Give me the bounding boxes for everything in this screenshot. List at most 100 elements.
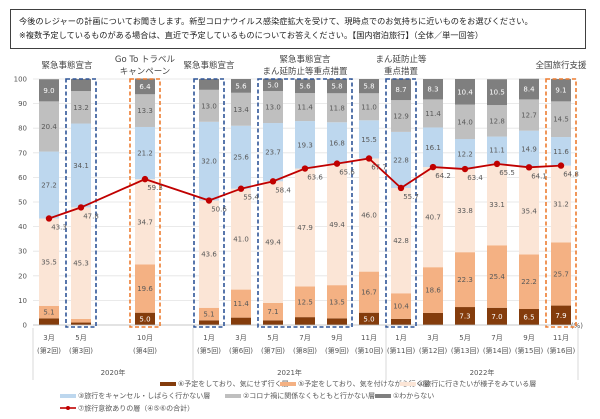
data-label: 6.4: [139, 83, 151, 91]
bar-segment: [39, 218, 59, 306]
legend-swatch: [160, 382, 176, 386]
data-label: 11.4: [233, 300, 249, 308]
bar-segment: [551, 79, 571, 102]
line-label: 50.6: [211, 206, 227, 214]
x-tick-month: 7月: [299, 334, 310, 342]
bar-segment: [327, 122, 347, 164]
data-label: 5.8: [363, 83, 374, 91]
data-label: 21.2: [137, 150, 153, 158]
bar-segment: [391, 293, 411, 319]
bar-segment: [487, 307, 507, 325]
line-point: [205, 197, 213, 204]
data-label: 25.7: [553, 270, 569, 278]
bar-segment: [135, 264, 155, 313]
highlight-box: [193, 78, 225, 328]
line-label: 58.4: [275, 186, 291, 194]
bar-segment: [199, 121, 219, 201]
legend-swatch: [375, 394, 391, 398]
legend-swatch: [280, 382, 296, 386]
data-label: 9.0: [43, 87, 54, 95]
legend-label: ④旅行に行きたいが様子をみている層: [418, 379, 536, 388]
data-label: 8.3: [427, 86, 438, 94]
bar-segment: [295, 93, 315, 122]
x-tick-month: 7月: [491, 334, 502, 342]
data-label: 9.1: [555, 87, 566, 95]
x-tick-wave: (第8回): [293, 346, 317, 355]
data-label: 41.0: [233, 236, 249, 244]
bar-segment: [487, 163, 507, 246]
x-tick-wave: (第16回): [547, 346, 576, 355]
x-tick-month: 10月: [137, 334, 153, 342]
period-annotation: 全国旅行支援: [535, 60, 587, 71]
x-tick-wave: (第12回): [419, 346, 448, 355]
line-label: 63.6: [307, 174, 323, 182]
line-point: [525, 164, 533, 171]
bar-segment: [71, 79, 91, 92]
y-tick-label: 50: [18, 199, 27, 207]
data-label: 11.8: [329, 104, 345, 112]
bar-segment: [231, 188, 251, 290]
data-label: 34.1: [73, 162, 89, 170]
bar-segment: [263, 91, 283, 124]
line-point: [333, 160, 341, 167]
bar-segment: [295, 121, 315, 169]
highlight-box: [545, 78, 577, 328]
line-label: 64.8: [563, 171, 579, 179]
data-label: 8.4: [523, 86, 535, 94]
x-tick-month: 1月: [395, 334, 406, 342]
bar-segment: [231, 289, 251, 318]
data-label: 35.5: [41, 259, 57, 267]
data-label: 7.9: [555, 312, 566, 320]
bar-segment: [391, 100, 411, 132]
legend-label: ⑥予定をしており、気にせず行く層: [178, 379, 289, 388]
data-label: 13.0: [201, 102, 217, 110]
line-label: 55.4: [243, 194, 259, 202]
question-line-1: 今後のレジャーの計画についてお聞きします。新型コロナウイルス感染症拡大を受けて、…: [19, 16, 533, 26]
y-tick-label: 20: [18, 272, 27, 280]
data-label: 49.4: [329, 221, 345, 229]
data-label: 10.4: [457, 88, 473, 96]
data-label: 22.2: [521, 278, 537, 286]
bar-segment: [423, 127, 443, 168]
bar-segment: [39, 79, 59, 102]
y-tick-label: 70: [18, 149, 27, 157]
legend-swatch: [225, 394, 241, 398]
data-label: 23.7: [265, 149, 281, 157]
line-point: [397, 184, 405, 192]
data-label: 14.5: [553, 116, 569, 124]
line-label: 64.1: [531, 172, 547, 180]
bar-segment: [551, 242, 571, 306]
bar-segment: [263, 123, 283, 182]
bar-segment: [423, 167, 443, 268]
year-label: 2022年: [470, 368, 495, 377]
line-point: [269, 178, 277, 185]
x-tick-wave: (第15回): [515, 346, 544, 355]
bar-segment: [551, 305, 571, 325]
line-label: 63.4: [467, 174, 483, 182]
legend-label: ①わからない: [393, 392, 434, 400]
bar-segment: [71, 91, 91, 124]
y-tick-label: 30: [18, 248, 27, 256]
bar-segment: [551, 165, 571, 243]
bar-segment: [71, 318, 91, 323]
bar-segment: [199, 307, 219, 321]
line-label: 47.8: [83, 212, 99, 220]
data-label: 11.6: [553, 148, 569, 156]
legend-label: ②コロナ禍に関係なくもともと行かない層: [243, 391, 375, 400]
data-label: 13.4: [233, 106, 249, 114]
bar-segment: [327, 285, 347, 319]
bar-segment: [231, 125, 251, 189]
data-label: 13.2: [73, 104, 89, 112]
data-label: 7.0: [491, 313, 502, 321]
line-label: 65.5: [499, 169, 515, 177]
data-label: 16.1: [425, 144, 441, 152]
data-label: 11.1: [489, 147, 505, 155]
bar-segment: [135, 126, 155, 180]
bar-segment: [455, 104, 475, 140]
highlight-box: [385, 78, 417, 328]
data-label: 13.3: [137, 107, 153, 115]
bar-segment: [135, 78, 155, 95]
bar-segment: [519, 254, 539, 310]
bar-segment: [359, 79, 379, 94]
